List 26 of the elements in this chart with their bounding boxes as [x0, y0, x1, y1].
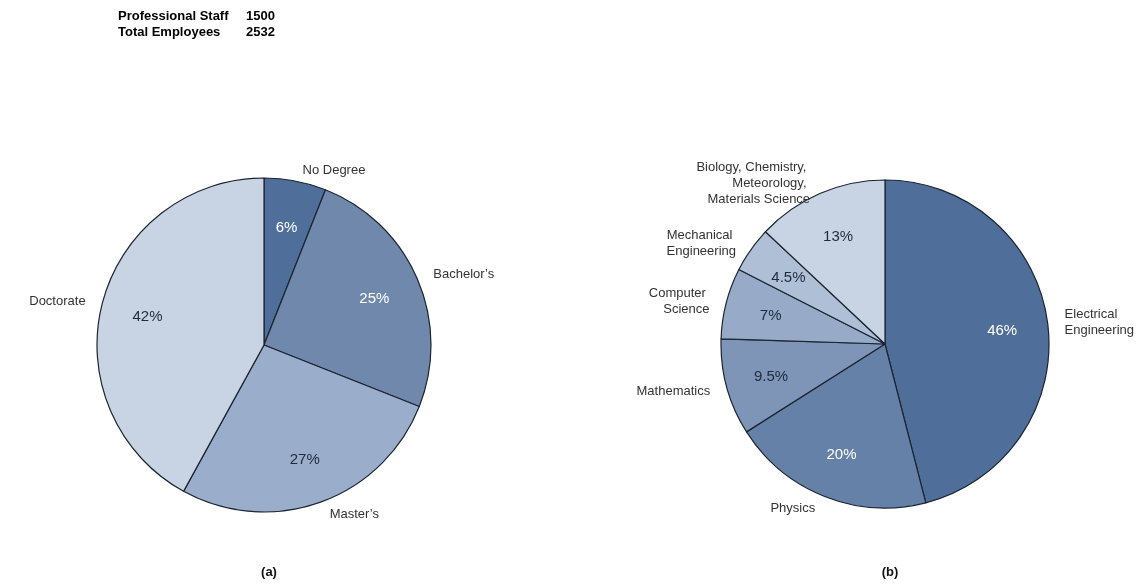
data-label: 13% [823, 227, 854, 245]
slice-label: Mechanical Engineering [666, 227, 737, 259]
slice-label: Master’s [329, 505, 380, 521]
slice-label: Mathematics [636, 382, 711, 398]
text: (a) [261, 564, 277, 579]
text: 1500 [246, 8, 275, 24]
data-label: 42% [132, 306, 163, 324]
data-label: 7% [759, 306, 782, 324]
slice-label: Computer Science [648, 284, 710, 316]
data-label: 6% [275, 218, 298, 236]
slice-label: Physics [770, 500, 816, 516]
slice-label: Electrical Engineering [1064, 306, 1134, 338]
data-label: 27% [289, 449, 320, 467]
text: Total Employees [118, 24, 222, 40]
text: Professional Staff [118, 8, 230, 24]
slice-label: Bachelor’s [433, 266, 495, 282]
text: (b) [881, 564, 899, 579]
data-label: 4.5% [771, 267, 806, 285]
slice-label: No Degree [302, 161, 366, 177]
data-label: 20% [826, 445, 857, 463]
data-label: 46% [987, 320, 1018, 338]
slice-label: Biology, Chemistry, Meteorology, Materials Science [696, 158, 811, 206]
slice-label: Doctorate [29, 292, 86, 308]
data-label: 9.5% [754, 366, 789, 384]
data-label: 25% [359, 288, 390, 306]
text: 2532 [246, 24, 275, 40]
